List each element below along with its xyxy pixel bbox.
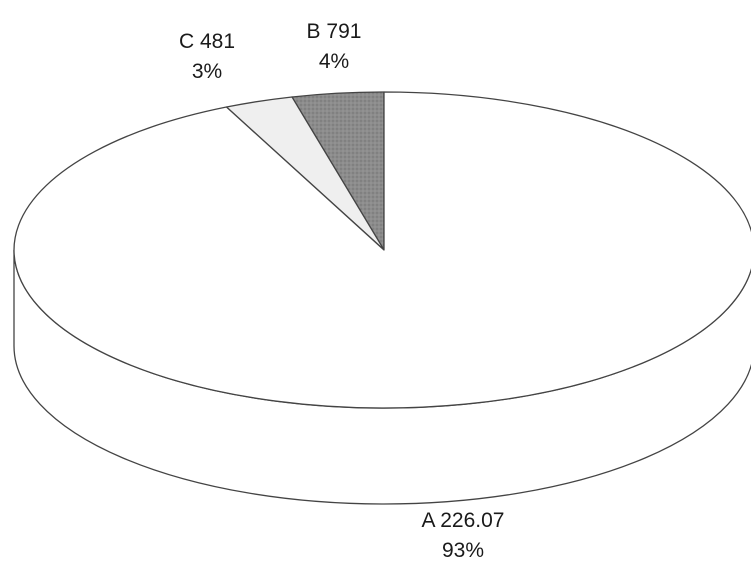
slice-label-b: B 791	[307, 20, 362, 43]
slice-percent-c-text: 3%	[192, 60, 222, 83]
slice-percent-b-text: 4%	[319, 50, 349, 73]
slice-percent-a-text: 93%	[442, 539, 484, 562]
slice-label-c-value: C 481	[179, 30, 235, 53]
pie-slice-a	[13, 91, 751, 409]
slice-label-a-value: A 226.07	[422, 509, 505, 532]
pie-top-face	[13, 91, 751, 409]
slice-label-b-value: B 791	[307, 20, 362, 43]
slice-percent-b: 4%	[319, 50, 349, 73]
slice-label-a: A 226.07	[422, 509, 505, 532]
slice-label-c: C 481	[179, 30, 235, 53]
slice-percent-c: 3%	[192, 60, 222, 83]
slice-percent-a: 93%	[442, 539, 484, 562]
